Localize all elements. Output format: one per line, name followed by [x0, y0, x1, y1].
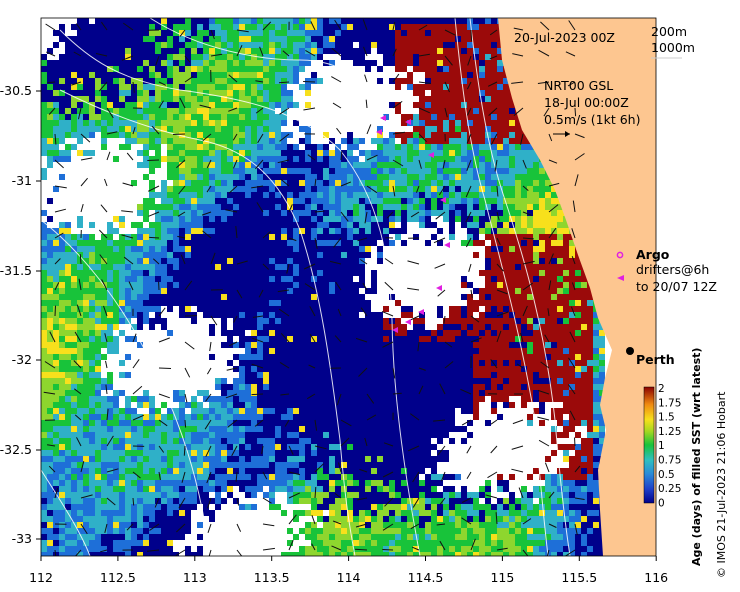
currents-label-line3: 0.5m/s (1kt 6h) — [544, 112, 640, 127]
land-western-australia — [498, 18, 656, 556]
colorbar-tick-label: 1.75 — [658, 397, 681, 409]
x-tick-label: 114 — [337, 570, 361, 585]
colorbar-tick-label: 0.5 — [658, 469, 675, 481]
argo-label: Argo — [636, 247, 670, 262]
currents-label-line1: NRT00 GSL — [544, 78, 613, 93]
y-tick-label: -31.5 — [0, 263, 32, 278]
perth-marker-icon — [626, 347, 634, 355]
colorbar — [643, 386, 655, 504]
x-tick-label: 115 — [490, 570, 514, 585]
y-tick-label: -32.5 — [0, 442, 32, 457]
argo-drifter-tracks — [376, 115, 450, 333]
plot-area — [41, 18, 656, 556]
current-vectors — [43, 19, 585, 556]
currents-label-line2: 18-Jul 00:00Z — [544, 95, 629, 110]
city-label-perth: Perth — [636, 352, 675, 367]
contour-label-1000m: 1000m — [651, 40, 695, 55]
x-tick-label: 116 — [644, 570, 668, 585]
colorbar-tick-label: 1.25 — [658, 426, 681, 438]
argo-legend-icon — [616, 251, 624, 259]
drifters-label-line1: drifters@6h — [636, 262, 709, 277]
y-tick-label: -33 — [12, 531, 32, 546]
colorbar-tick-label: 0.75 — [658, 455, 681, 467]
colorbar-ticks: 2 1.75 1.5 1.25 1 0.75 0.5 0.25 0 — [658, 383, 681, 509]
scale-arrow-icon — [553, 131, 570, 137]
x-tick-label: 112 — [29, 570, 53, 585]
credit-text: © IMOS 21-Jul-2023 21:06 Hobart — [715, 391, 728, 578]
x-tick-label: 113 — [183, 570, 207, 585]
colorbar-tick-label: 0 — [658, 497, 665, 509]
x-tick-label: 112.5 — [100, 570, 136, 585]
sst-age-cells — [41, 18, 605, 556]
colorbar-title: Age (days) of filled SST (wrt latest) — [690, 348, 703, 566]
y-tick-label: -31 — [12, 173, 32, 188]
x-tick-label: 115.5 — [561, 570, 597, 585]
colorbar-tick-label: 1 — [658, 440, 665, 452]
y-tick-label: -32 — [12, 352, 32, 367]
x-axis-ticks: 112 112.5 113 113.5 114 114.5 115 115.5 116 — [29, 556, 668, 585]
x-tick-label: 114.5 — [408, 570, 444, 585]
colorbar-tick-label: 2 — [658, 383, 665, 395]
y-tick-label: -30.5 — [0, 83, 32, 98]
y-axis-ticks: -30.5 -31 -31.5 -32 -32.5 -33 — [0, 83, 41, 546]
x-tick-label: 113.5 — [254, 570, 290, 585]
contour-label-200m: 200m — [651, 24, 687, 39]
colorbar-tick-label: 1.5 — [658, 412, 675, 424]
drifters-label-line2: to 20/07 12Z — [636, 279, 717, 294]
colorbar-tick-label: 0.25 — [658, 483, 681, 495]
drifter-legend-icon — [617, 275, 624, 281]
date-label: 20-Jul-2023 00Z — [514, 30, 615, 45]
